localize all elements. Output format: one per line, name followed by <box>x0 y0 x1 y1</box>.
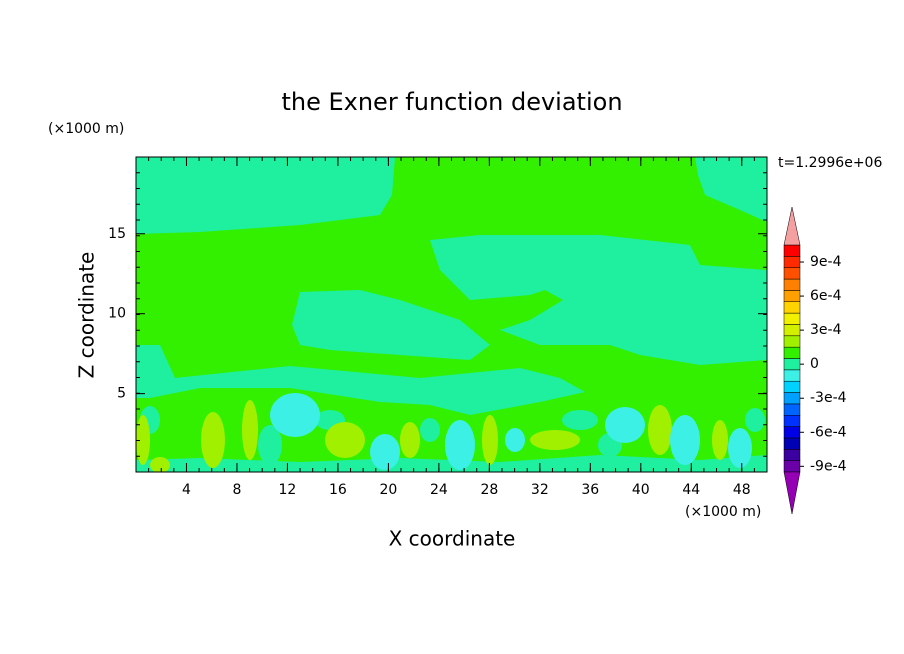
contour-region <box>562 410 598 430</box>
contour-region <box>420 418 440 442</box>
colorbar-tick-label: -6e-4 <box>810 424 847 440</box>
contour-region <box>136 157 395 234</box>
x-tick-label: 16 <box>329 482 347 498</box>
x-tick-label: 4 <box>182 482 191 498</box>
colorbar-under <box>783 471 801 515</box>
colorbar-box <box>783 335 801 348</box>
contour-region <box>745 408 765 432</box>
y-unit: (×1000 m) <box>48 121 124 137</box>
contour-region <box>258 425 282 465</box>
x-tick-label: 12 <box>279 482 297 498</box>
x-axis-label: X coordinate <box>389 527 516 551</box>
contour-region <box>445 420 475 470</box>
contour-region <box>712 420 728 460</box>
colorbar-box <box>783 369 801 382</box>
contour-region <box>201 412 225 468</box>
colorbar-box <box>783 426 801 439</box>
contour-region <box>530 430 580 450</box>
annotation: t=1.2996e+06 <box>778 155 882 171</box>
contour-region <box>136 415 150 465</box>
y-tick-label: 5 <box>117 386 126 402</box>
colorbar-box <box>783 380 801 393</box>
x-tick-label: 36 <box>581 482 599 498</box>
colorbar-tick-label: 3e-4 <box>810 322 842 338</box>
y-tick-label: 10 <box>108 306 126 322</box>
colorbar-box <box>783 267 801 280</box>
colorbar-box <box>783 256 801 268</box>
colorbar-box <box>783 392 801 405</box>
contour-region <box>136 345 585 415</box>
x-tick-label: 44 <box>682 482 700 498</box>
x-tick-label: 8 <box>232 482 241 498</box>
contour-region <box>150 457 170 472</box>
y-axis-label: Z coordinate <box>75 252 99 379</box>
x-tick-label: 32 <box>531 482 549 498</box>
contour-region <box>292 290 490 360</box>
contour-region <box>670 415 700 465</box>
contour-region <box>605 407 645 443</box>
x-tick-label: 48 <box>733 482 751 498</box>
colorbar-box <box>783 290 801 302</box>
colorbar-box <box>783 437 801 450</box>
x-tick-label: 20 <box>379 482 397 498</box>
x-tick-label: 24 <box>430 482 448 498</box>
colorbar-box <box>783 460 801 473</box>
colorbar-box <box>783 403 801 416</box>
colorbar-box <box>783 278 801 291</box>
contour-region <box>325 422 365 458</box>
contour-region <box>505 428 525 452</box>
contour-field <box>136 157 767 472</box>
x-tick-label: 40 <box>632 482 650 498</box>
colorbar-box <box>783 415 801 427</box>
y-tick-label: 15 <box>108 226 126 242</box>
contour-region <box>242 400 258 460</box>
contour-region <box>482 415 498 465</box>
colorbar-box <box>783 301 801 314</box>
contour-region <box>430 235 767 365</box>
x-unit: (×1000 m) <box>685 504 761 520</box>
contour-region <box>648 405 672 455</box>
colorbar-box <box>783 449 801 461</box>
contour-region <box>270 393 320 437</box>
x-tick-label: 28 <box>480 482 498 498</box>
colorbar-tick-label: -9e-4 <box>810 458 847 474</box>
colorbar-box <box>783 244 801 257</box>
colorbar-box <box>783 358 801 371</box>
colorbar-tick-label: -3e-4 <box>810 390 847 406</box>
colorbar-tick-label: 6e-4 <box>810 288 842 304</box>
colorbar-tick-label: 0 <box>810 356 819 372</box>
chart-title: the Exner function deviation <box>281 88 622 116</box>
colorbar-tick-label: 9e-4 <box>810 254 842 270</box>
colorbar-box <box>783 324 801 337</box>
contour-region <box>400 422 420 458</box>
contour-region <box>370 434 400 470</box>
contour-region <box>728 428 752 468</box>
contour-region <box>695 157 767 222</box>
colorbar-over <box>783 206 801 246</box>
colorbar-box <box>783 312 801 325</box>
colorbar-box <box>783 346 801 359</box>
